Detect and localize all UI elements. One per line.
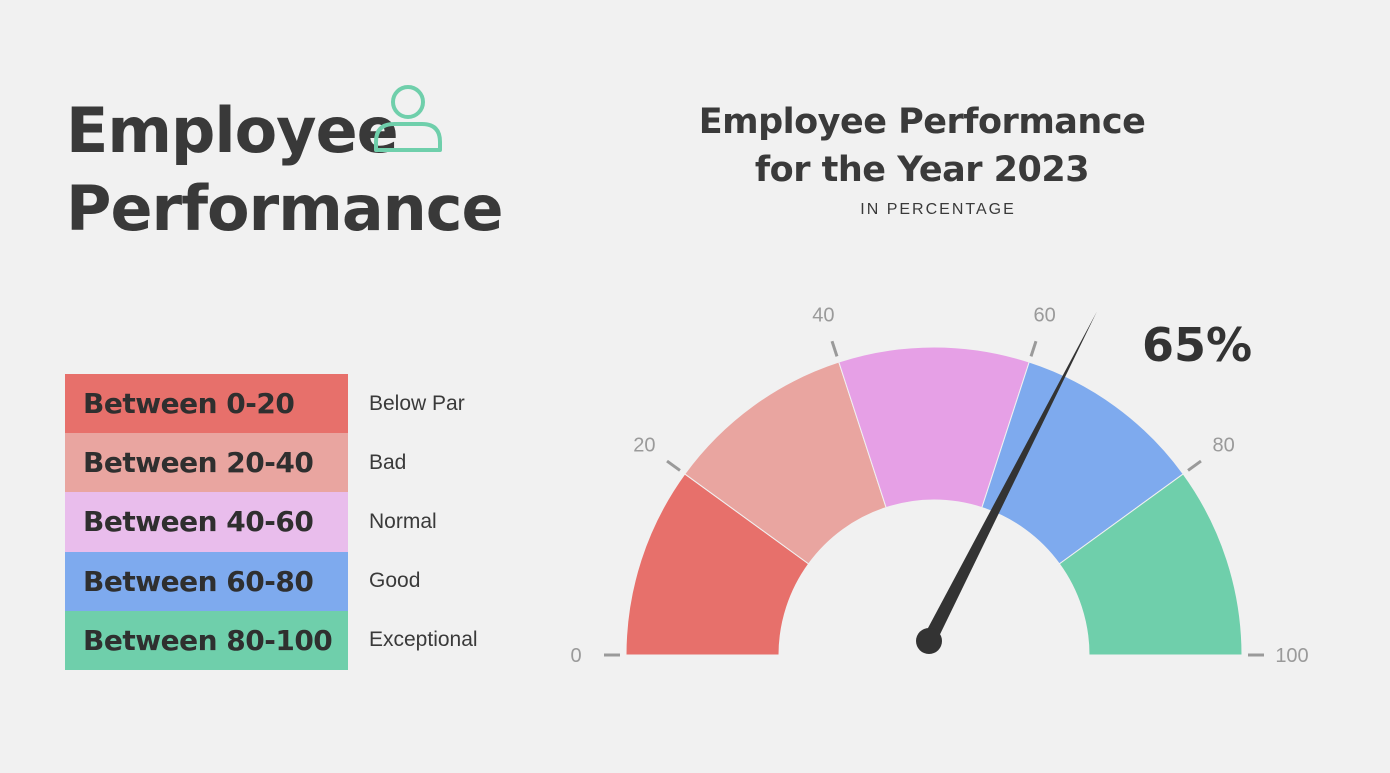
legend-swatch: Between 0-20: [65, 374, 348, 434]
legend-swatch: Between 80-100: [65, 610, 348, 670]
gauge-tick-label: 80: [1213, 435, 1235, 457]
gauge-tick: [1187, 459, 1202, 472]
legend-row: Between 80-100 Exceptional: [65, 610, 565, 670]
gauge-needle-hub: [916, 628, 942, 654]
gauge-tick-label: 40: [812, 305, 834, 327]
chart-title-line1: Employee Performance: [698, 102, 1146, 142]
legend-row: Between 20-40 Bad: [65, 433, 565, 493]
gauge-segment: [1058, 473, 1243, 656]
legend-label: Bad: [369, 450, 407, 474]
gauge-needle: [922, 311, 1097, 645]
gauge-tick: [830, 340, 839, 357]
legend-row: Between 40-60 Normal: [65, 492, 565, 552]
page-title-line2: Performance: [66, 172, 504, 245]
gauge-tick-label: 60: [1034, 305, 1056, 327]
legend-row: Between 60-80 Good: [65, 551, 565, 611]
legend-swatch: Between 20-40: [65, 433, 348, 493]
chart-title-line2: for the Year 2023: [754, 150, 1090, 190]
legend-swatch: Between 40-60: [65, 492, 348, 552]
legend-label: Good: [369, 569, 421, 593]
page-title-line1: Employee: [66, 94, 399, 167]
gauge-value-label: 65%: [1142, 318, 1252, 372]
page-title: Employee Performance: [66, 92, 504, 248]
chart-subtitle: IN PERCENTAGE: [860, 201, 1016, 218]
legend-swatch: Between 60-80: [65, 551, 348, 611]
gauge-tick-label: 100: [1275, 645, 1308, 667]
chart-title: Employee Performance for the Year 2023: [622, 98, 1222, 194]
legend-row: Between 0-20 Below Par: [65, 374, 565, 434]
gauge-tick-label: 20: [633, 435, 655, 457]
legend: Between 0-20 Below Par Between 20-40 Bad…: [65, 374, 565, 670]
gauge-tick: [1029, 340, 1038, 357]
legend-label: Normal: [369, 509, 437, 533]
legend-label: Below Par: [369, 391, 465, 415]
legend-label: Exceptional: [369, 628, 478, 652]
gauge-tick-label: 0: [570, 645, 581, 667]
person-icon: [374, 85, 442, 152]
gauge-tick: [666, 459, 681, 472]
